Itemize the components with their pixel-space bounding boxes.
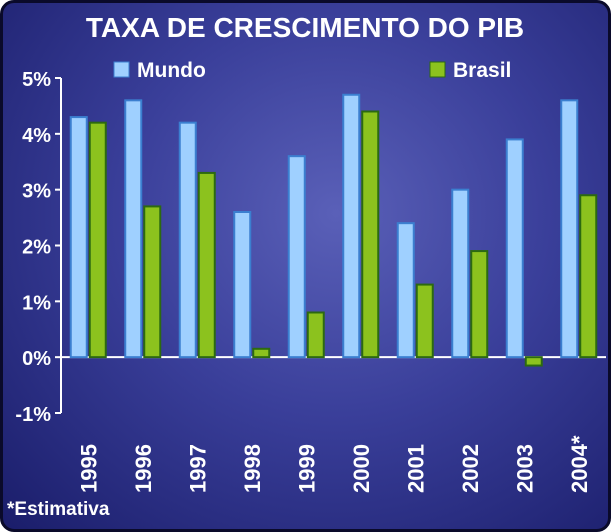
y-tick-label: 2%: [22, 237, 51, 259]
bar-brasil-1997: [197, 171, 216, 359]
bar-mundo-1995: [69, 116, 88, 359]
x-tick-label: 2001: [403, 444, 428, 493]
footnote: *Estimativa: [7, 499, 110, 520]
bar-mundo-1999: [287, 155, 306, 359]
x-tick-label: 1999: [294, 444, 319, 493]
bar-mundo-2002: [451, 188, 470, 359]
bar-brasil-1998: [252, 347, 271, 359]
y-tick-labels: 5% 4% 3% 2% 1% 0% -1%: [15, 69, 51, 426]
y-tick-label: 4%: [22, 125, 51, 147]
bar-brasil-2003: [524, 356, 543, 367]
bar-brasil-2002: [470, 250, 489, 359]
legend-swatch-mundo: [113, 61, 130, 78]
legend-swatch-brasil: [429, 61, 446, 78]
bars: [69, 93, 598, 367]
legend-label-mundo: Mundo: [137, 59, 206, 82]
bar-mundo-2001: [396, 222, 415, 359]
y-tick-label: 1%: [22, 292, 51, 314]
x-tick-label: 1996: [131, 444, 156, 493]
bar-brasil-2001: [415, 283, 434, 359]
bar-mundo-2003: [505, 138, 524, 359]
x-tick-labels: 1995 1996 1997 1998 1999 2000 2001 2002 2003 2004…: [76, 435, 592, 493]
x-tick-label: 2004*: [567, 435, 592, 493]
x-tick-label: 2002: [458, 444, 483, 493]
bar-brasil-1996: [143, 205, 162, 359]
x-tick-label: 2003: [512, 444, 537, 493]
y-tick-label: 3%: [22, 181, 51, 203]
bar-brasil-1999: [306, 311, 325, 359]
bar-brasil-2004: [579, 194, 598, 359]
bar-mundo-1997: [178, 121, 197, 359]
bar-mundo-2004: [560, 99, 579, 359]
y-tick-label: 5%: [22, 69, 51, 91]
x-tick-label: 2000: [349, 444, 374, 493]
x-tick-label: 1995: [76, 444, 101, 493]
chart-title: TAXA DE CRESCIMENTO DO PIB: [86, 12, 524, 43]
y-tick-label: 0%: [22, 348, 51, 370]
legend: Mundo Brasil: [113, 59, 511, 82]
bar-mundo-2000: [342, 93, 361, 359]
y-tick-label: -1%: [15, 404, 51, 426]
legend-label-brasil: Brasil: [453, 59, 511, 82]
bar-mundo-1996: [124, 99, 143, 359]
bar-brasil-2000: [361, 110, 380, 359]
bar-brasil-1995: [88, 121, 107, 359]
x-tick-label: 1998: [240, 444, 265, 493]
bar-chart: TAXA DE CRESCIMENTO DO PIB Mundo Brasil …: [7, 12, 606, 520]
x-tick-label: 1997: [185, 444, 210, 493]
bar-mundo-1998: [233, 211, 252, 359]
